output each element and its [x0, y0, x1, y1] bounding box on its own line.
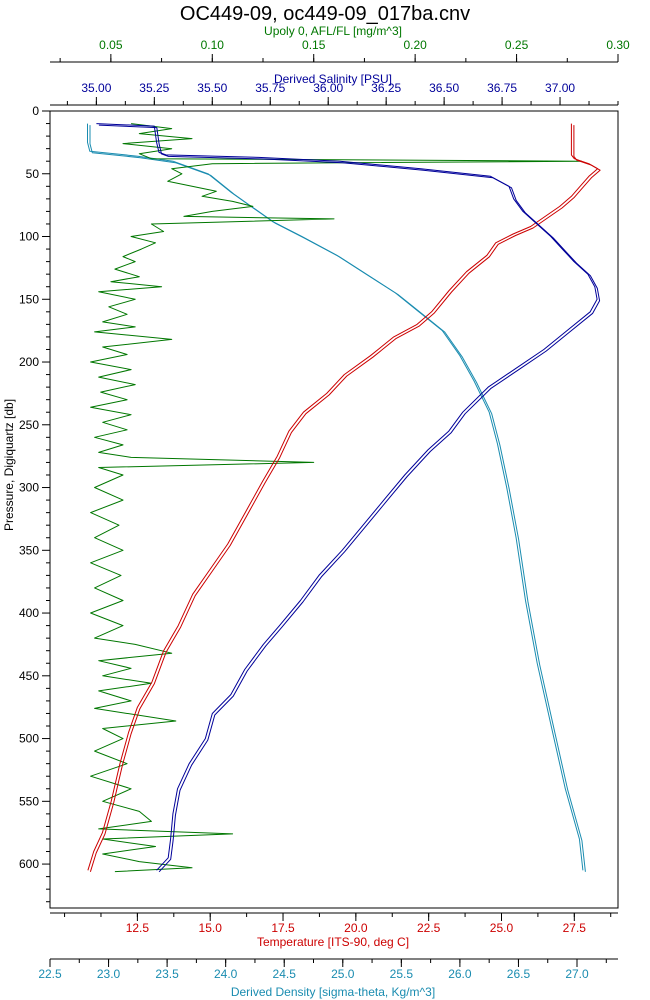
- fluor-series-line: [90, 123, 582, 873]
- temperature-tick-label: 25.0: [490, 921, 514, 935]
- pressure-tick-label: 350: [19, 543, 39, 557]
- density-tick-label: 23.5: [155, 967, 179, 981]
- salinity-tick-label: 35.00: [81, 81, 111, 95]
- salinity-tick-label: 35.75: [255, 81, 285, 95]
- fluor-tick-label: 0.20: [403, 38, 427, 52]
- salinity-tick-label: 36.75: [487, 81, 517, 95]
- pressure-tick-label: 200: [19, 355, 39, 369]
- temperature-series-line: [87, 123, 599, 871]
- density-tick-label: 25.5: [390, 967, 414, 981]
- fluor-axis-label: Upoly 0, AFL/FL [mg/m^3]: [264, 24, 402, 38]
- fluor-tick-label: 0.05: [99, 38, 123, 52]
- temperature-tick-label: 12.5: [126, 921, 150, 935]
- pressure-tick-label: 50: [26, 167, 40, 181]
- salinity-axis-ticks: 35.00 35.25 35.50 35.75 36.00 36.25 36.50 36.75…: [66, 81, 619, 105]
- series-layer: [87, 123, 601, 873]
- pressure-tick-label: 250: [19, 418, 39, 432]
- temperature-axis-label: Temperature [ITS-90, deg C]: [257, 935, 409, 949]
- temperature-series-line-upcast: [89, 125, 601, 872]
- pressure-tick-label: 0: [32, 104, 39, 118]
- density-axis-ticks: 22.5 23.0 23.5 24.0 24.5 25.0 25.5 26.0 26.5 27.0: [38, 959, 607, 981]
- salinity-tick-label: 37.00: [545, 81, 575, 95]
- salinity-tick-label: 36.25: [371, 81, 401, 95]
- pressure-tick-label: 450: [19, 669, 39, 683]
- pressure-tick-label: 400: [19, 606, 39, 620]
- density-tick-label: 27.0: [565, 967, 589, 981]
- fluor-tick-label: 0.10: [201, 38, 225, 52]
- pressure-tick-label: 600: [19, 857, 39, 871]
- temperature-axis-ticks: 12.5 15.0 17.5 20.0 22.5 25.0 27.5: [64, 913, 612, 935]
- temperature-axis: 12.5 15.0 17.5 20.0 22.5 25.0 27.5 Temperature…: [50, 912, 618, 949]
- salinity-axis-label: Derived Salinity [PSU]: [274, 72, 392, 86]
- pressure-axis-label: Pressure, Digiquartz [db]: [2, 399, 16, 531]
- pressure-tick-label: 300: [19, 481, 39, 495]
- fluor-tick-label: 0.25: [505, 38, 529, 52]
- chart-title: OC449-09, oc449-09_017ba.cnv: [180, 3, 470, 25]
- pressure-tick-label: 150: [19, 292, 39, 306]
- temperature-tick-label: 27.5: [563, 921, 587, 935]
- density-tick-label: 26.0: [448, 967, 472, 981]
- density-tick-label: 25.0: [331, 967, 355, 981]
- salinity-series-line: [96, 123, 598, 871]
- density-axis-label: Derived Density [sigma-theta, Kg/m^3]: [231, 985, 435, 999]
- temperature-tick-label: 22.5: [417, 921, 441, 935]
- density-tick-label: 24.0: [214, 967, 238, 981]
- salinity-tick-label: 35.50: [197, 81, 227, 95]
- temperature-tick-label: 20.0: [344, 921, 368, 935]
- pressure-tick-label: 500: [19, 732, 39, 746]
- fluor-axis-ticks: 0.05 0.10 0.15 0.20 0.25 0.30: [59, 38, 630, 62]
- density-tick-label: 23.0: [97, 967, 121, 981]
- density-axis: 22.5 23.0 23.5 24.0 24.5 25.0 25.5 26.0 26.5 27.0…: [38, 958, 618, 999]
- salinity-tick-label: 36.00: [313, 81, 343, 95]
- pressure-tick-label: 100: [19, 230, 39, 244]
- fluor-tick-label: 0.15: [302, 38, 326, 52]
- density-tick-label: 26.5: [507, 967, 531, 981]
- fluor-tick-label: 0.30: [606, 38, 630, 52]
- density-tick-label: 22.5: [38, 967, 62, 981]
- density-tick-label: 24.5: [273, 967, 297, 981]
- salinity-tick-label: 36.50: [429, 81, 459, 95]
- pressure-axis-ticks: 0 50 100 150 200 250 300 350 400 450 500 550 600: [19, 104, 50, 903]
- salinity-tick-label: 35.25: [139, 81, 169, 95]
- plot-area: [49, 110, 619, 909]
- salinity-axis: Derived Salinity [PSU] 35.00 35.25 35.50 35…: [50, 72, 619, 106]
- salinity-series-line-upcast: [98, 124, 601, 873]
- temperature-tick-label: 15.0: [199, 921, 223, 935]
- pressure-tick-label: 550: [19, 794, 39, 808]
- fluor-axis: Upoly 0, AFL/FL [mg/m^3] 0.05 0.10 0.15 0.2…: [50, 24, 630, 63]
- temperature-tick-label: 17.5: [271, 921, 295, 935]
